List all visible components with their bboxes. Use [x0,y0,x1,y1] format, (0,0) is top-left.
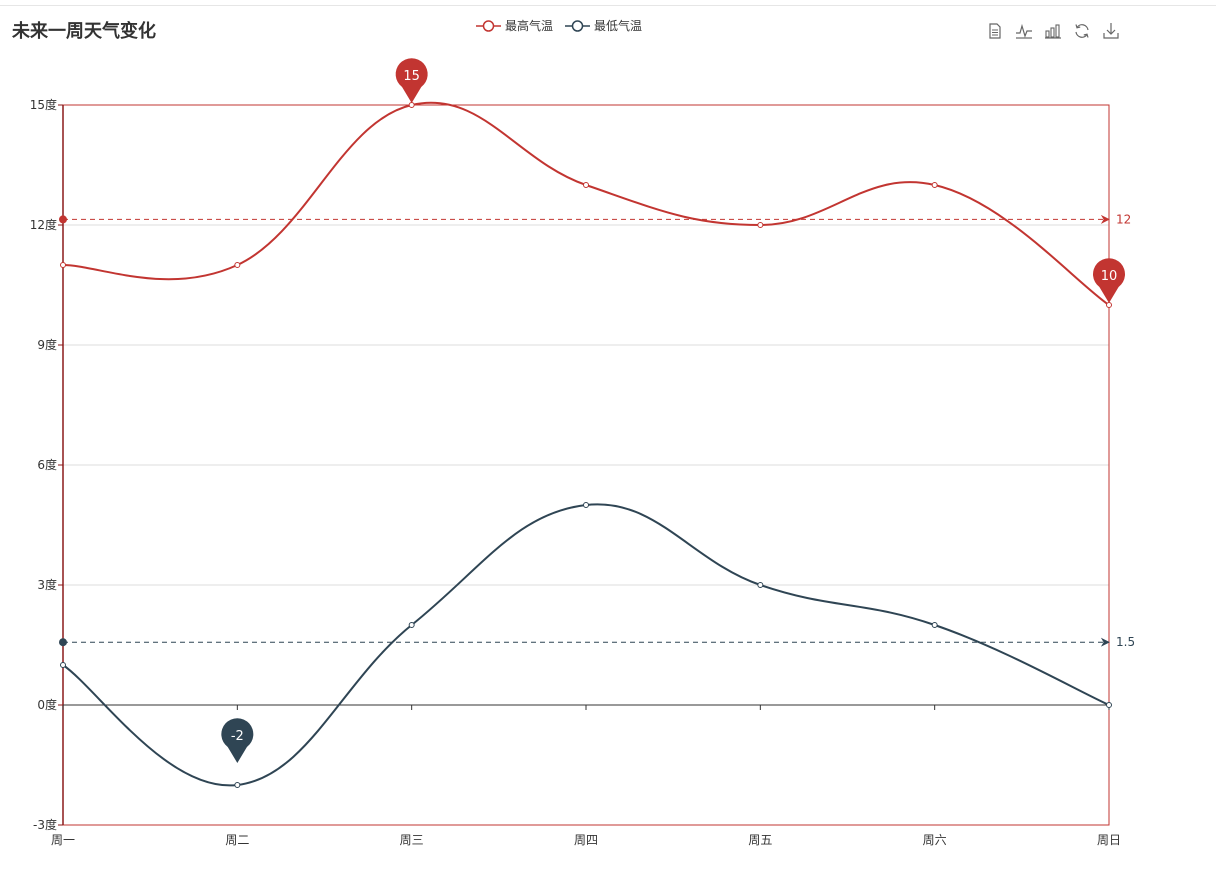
top-divider [0,5,1216,6]
data-point-min [1106,702,1112,708]
data-point-min [931,622,938,628]
legend-label-min: 最低气温 [594,19,643,33]
markline-label-max: 12 [1116,212,1131,226]
y-tick-label: 12度 [30,217,57,232]
x-tick-label: 周六 [923,833,947,847]
x-tick-label: 周一 [51,833,75,847]
toolbox [986,22,1120,40]
x-tick-label: 周五 [748,833,772,847]
x-tick-label: 周二 [225,833,249,847]
markpoint-pin-max [395,58,428,103]
data-point-max [408,102,415,108]
data-point-max [60,262,66,268]
data-point-max [1106,302,1112,308]
legend-label-max: 最高气温 [505,19,554,33]
data-point-min [757,582,764,588]
data-point-max [757,222,764,228]
markpoint-pin-max [1093,258,1125,303]
y-tick-label: 15度 [30,97,57,112]
data-point-max [583,182,589,188]
bar-chart-icon[interactable] [1044,22,1062,40]
x-tick-label: 周四 [574,833,598,847]
data-point-min [60,662,66,668]
data-point-min [234,782,241,788]
markpoint-label-min: -2 [231,729,244,744]
data-point-min [583,502,589,508]
markpoint-label-max: 15 [403,69,420,84]
data-point-max [234,262,241,268]
line-chart-icon[interactable] [1015,22,1033,40]
legend: 最高气温 最低气温 [476,17,642,34]
data-point-max [931,182,938,188]
legend-item-min[interactable]: 最低气温 [565,17,642,34]
data-point-min [408,622,415,628]
markline-label-min: 1.5 [1116,635,1135,649]
markpoint-label-max: 10 [1101,269,1118,284]
series-line-max [62,101,1110,306]
legend-max-marker-icon [476,19,501,32]
y-tick-label: 9度 [37,337,57,352]
y-tick-label: 3度 [37,577,57,592]
chart-title: 未来一周天气变化 [12,21,156,42]
restore-icon[interactable] [1073,22,1091,40]
legend-item-max[interactable]: 最高气温 [476,17,553,34]
x-tick-label: 周三 [400,833,424,847]
legend-min-marker-icon [565,19,591,32]
data-view-icon[interactable] [986,22,1004,40]
y-tick-label: 0度 [37,697,57,712]
markpoint-pin-min [221,718,254,763]
series-line-min [62,503,1110,787]
y-tick-label: 6度 [37,457,57,472]
y-tick-label: -3度 [33,817,57,832]
x-tick-label: 周日 [1097,833,1121,847]
download-icon[interactable] [1102,22,1120,40]
